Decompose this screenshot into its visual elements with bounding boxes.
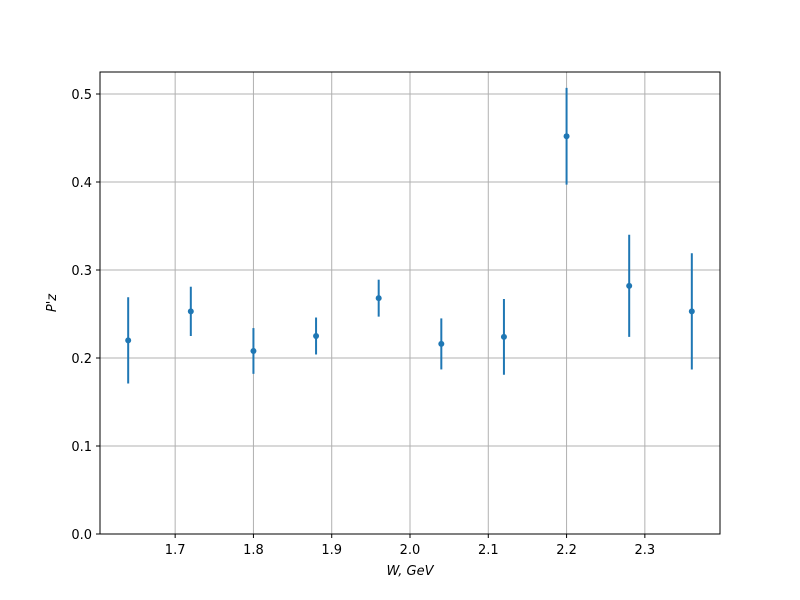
data-point	[313, 333, 320, 339]
data-point	[688, 308, 695, 315]
x-tick-label: 1.9	[321, 543, 342, 558]
y-tick-label: 0.4	[71, 176, 92, 191]
y-axis-label: P'z	[45, 293, 60, 312]
y-tick-label: 0.0	[71, 528, 92, 543]
data-point	[375, 295, 382, 302]
data-point	[626, 282, 633, 289]
x-axis-label: W, GeV	[386, 564, 434, 579]
y-tick-label: 0.3	[71, 264, 92, 279]
plot-frame	[99, 71, 721, 535]
x-tick-label: 2.3	[635, 543, 656, 558]
x-tick-label: 2.0	[400, 543, 421, 558]
x-tick-label: 2.1	[478, 543, 499, 558]
x-tick-label: 2.2	[556, 543, 577, 558]
y-tick-label: 0.1	[71, 440, 92, 455]
data-point	[438, 340, 445, 347]
data-point	[250, 347, 257, 354]
x-tick-label: 1.8	[243, 543, 264, 558]
y-tick-label: 0.5	[71, 88, 92, 103]
data-point	[125, 337, 132, 344]
y-tick-label: 0.2	[71, 352, 92, 367]
x-tick-label: 1.7	[165, 543, 186, 558]
data-point	[500, 333, 507, 340]
data-point	[187, 308, 194, 315]
data-point	[563, 133, 570, 140]
